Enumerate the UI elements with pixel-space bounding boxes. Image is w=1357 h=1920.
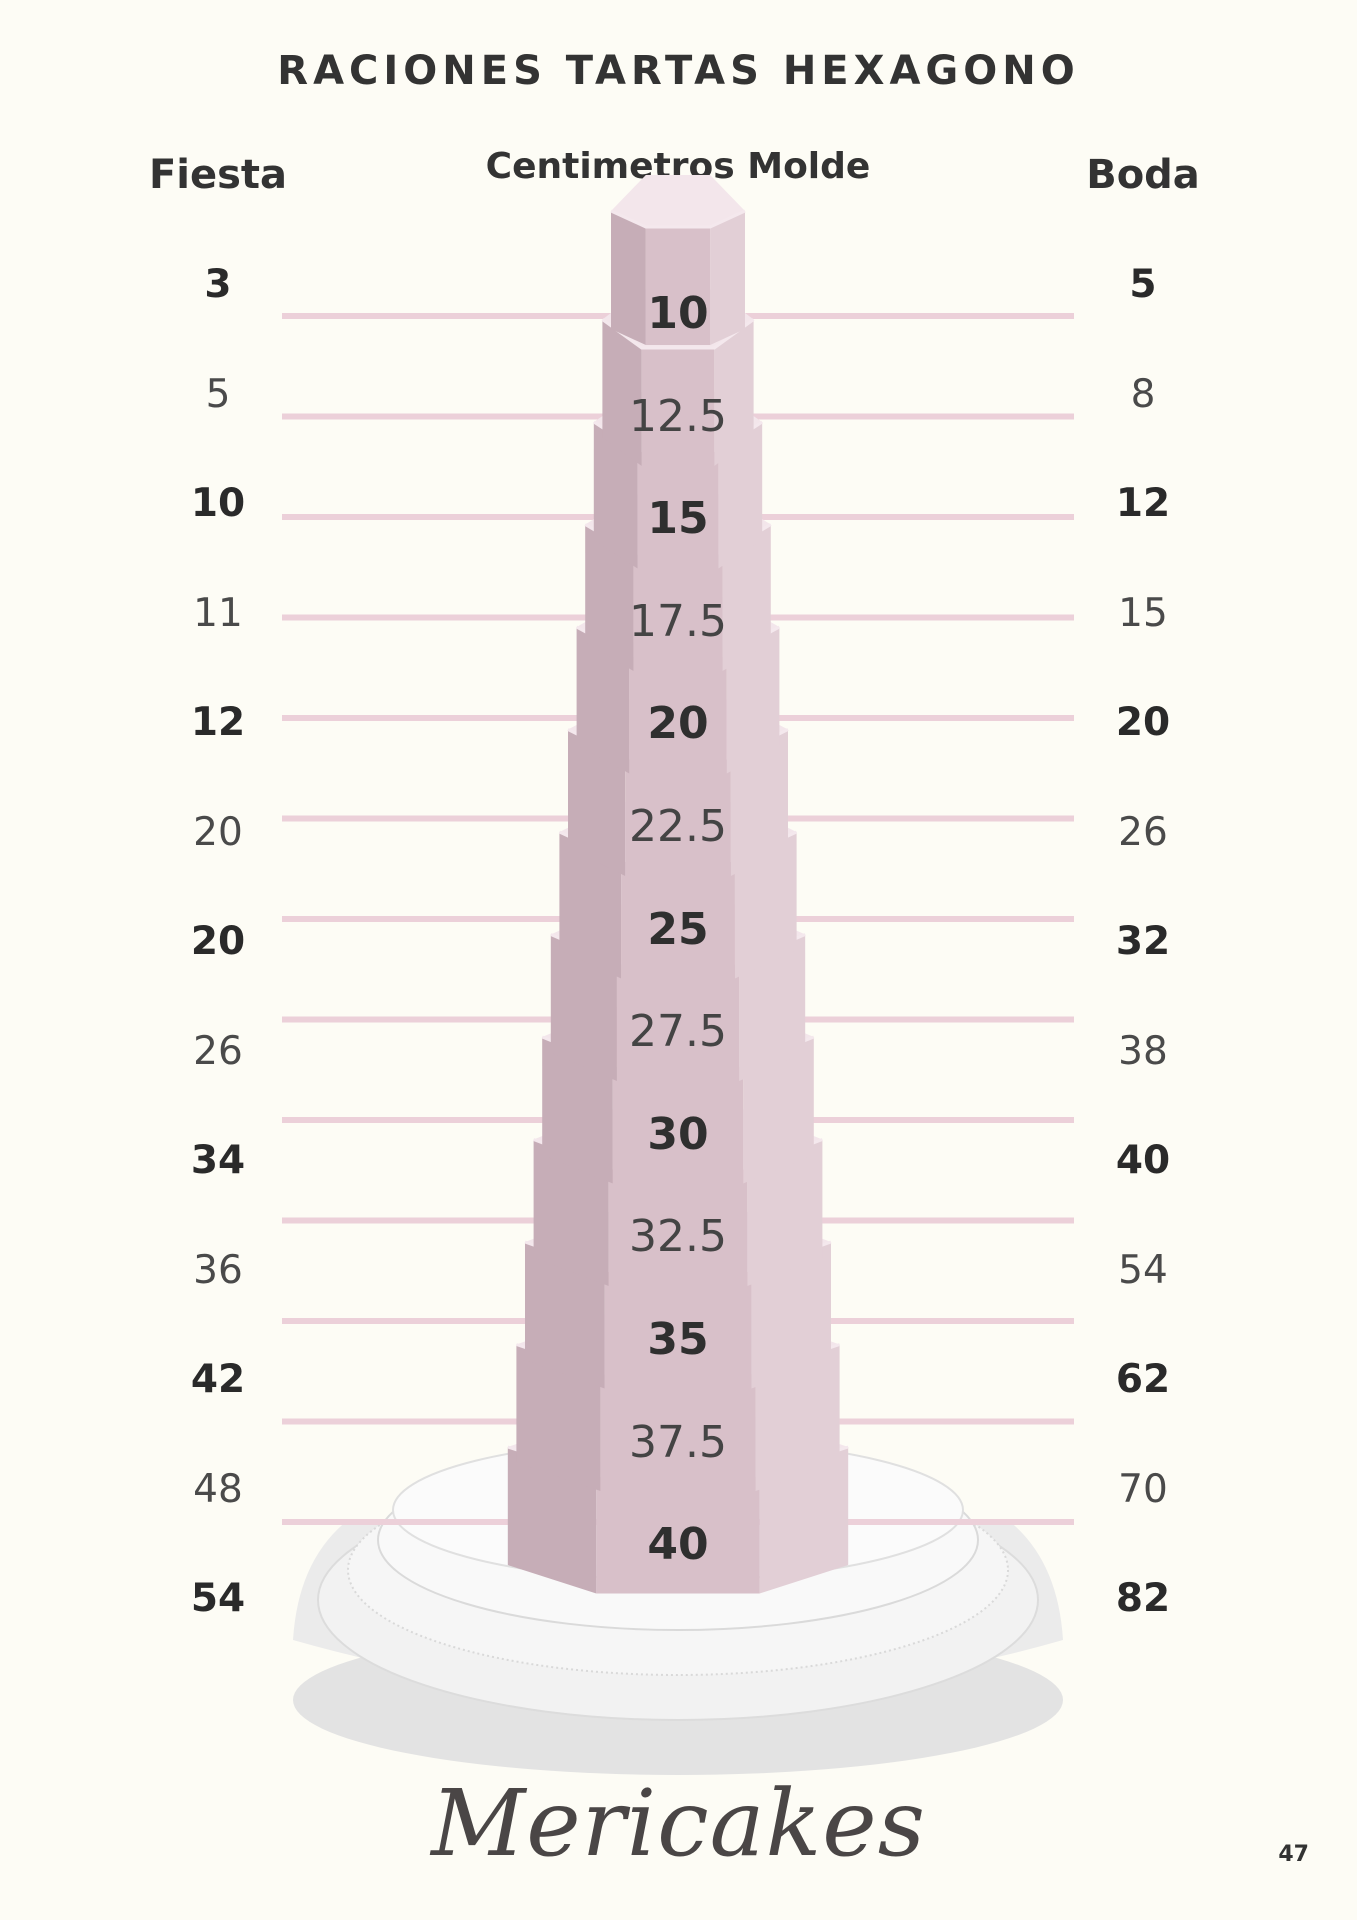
boda-servings: 38: [1118, 1028, 1168, 1074]
boda-servings: 40: [1115, 1138, 1171, 1183]
fiesta-servings: 48: [193, 1466, 243, 1512]
tier-front-face: [629, 655, 727, 774]
cake-tiers: [507, 175, 849, 1594]
fiesta-servings: 10: [190, 481, 246, 526]
mold-size-label: 37.5: [629, 1416, 727, 1468]
tier-front-face: [600, 1373, 756, 1491]
boda-servings: 32: [1115, 919, 1171, 964]
tier-right-face: [730, 729, 788, 876]
tier-front-face: [637, 450, 719, 569]
fiesta-servings: 5: [205, 371, 231, 417]
page-title: RACIONES TARTAS HEXAGONO: [277, 48, 1080, 94]
boda-header: Boda: [1086, 152, 1200, 198]
fiesta-servings: 12: [190, 700, 246, 745]
tier-left-face: [550, 934, 617, 1081]
tier-left-face: [593, 422, 638, 569]
boda-servings: 62: [1115, 1357, 1171, 1402]
tier-right-face: [734, 832, 797, 979]
tier-front-face: [604, 1270, 752, 1389]
mold-size-label: 10: [647, 288, 709, 339]
tier-front-face: [596, 1475, 760, 1594]
boda-servings: 70: [1118, 1466, 1168, 1512]
mold-size-label: 17.5: [629, 595, 727, 647]
tier-left-face: [516, 1344, 601, 1491]
tier-left-face: [507, 1447, 597, 1594]
tier-left-face: [585, 524, 634, 671]
boda-servings: 12: [1115, 481, 1171, 526]
tier-right-face: [726, 627, 780, 774]
tier-left-face: [525, 1242, 605, 1389]
tier-front-face: [608, 1168, 748, 1286]
fiesta-servings: 20: [193, 809, 243, 855]
fiesta-servings: 20: [190, 919, 246, 964]
mold-size-label: 12.5: [629, 390, 727, 442]
fiesta-servings: 54: [190, 1576, 246, 1621]
fiesta-servings: 3: [204, 262, 232, 307]
boda-servings: 15: [1118, 590, 1168, 636]
boda-servings: 5: [1129, 262, 1157, 307]
mold-size-label: 20: [647, 698, 709, 750]
fiesta-servings: 36: [193, 1247, 243, 1293]
fiesta-servings: 11: [193, 590, 243, 636]
mold-size-label: 15: [647, 493, 709, 545]
tier-right-face: [714, 319, 754, 466]
tier-front-face: [641, 348, 715, 466]
tier-top-face: [611, 175, 745, 227]
tier-front-face: [645, 227, 711, 345]
mericakes-logo: Mericakes: [431, 1770, 926, 1877]
tier-left-face: [559, 832, 622, 979]
mold-size-label: 35: [647, 1314, 709, 1365]
tier-left-face: [602, 319, 642, 466]
tier-left-face: [611, 211, 646, 345]
tier-front-face: [621, 860, 735, 979]
tier-right-face: [747, 1139, 823, 1286]
boda-servings: 54: [1118, 1247, 1168, 1293]
cake-tier: [610, 175, 746, 345]
tier-front-face: [633, 553, 723, 671]
fiesta-servings: 26: [193, 1028, 243, 1074]
tier-left-face: [576, 627, 630, 774]
boda-servings: 20: [1115, 700, 1171, 745]
tier-right-face: [739, 934, 806, 1081]
tier-left-face: [533, 1139, 609, 1286]
tier-front-face: [616, 963, 740, 1081]
tier-right-face: [722, 524, 771, 671]
tier-right-face: [710, 211, 745, 345]
page-number: 47: [1278, 1842, 1309, 1867]
tier-edge: [610, 209, 746, 229]
tier-left-face: [568, 729, 626, 876]
mold-size-label: 40: [647, 1519, 709, 1571]
tier-front-face: [625, 758, 731, 876]
fiesta-servings: 42: [190, 1357, 246, 1402]
mold-size-label: 27.5: [629, 1006, 727, 1058]
tier-right-face: [755, 1344, 840, 1491]
mold-size-label: 25: [647, 903, 709, 955]
tier-right-face: [751, 1242, 831, 1389]
boda-servings: 26: [1118, 809, 1168, 855]
boda-servings: 82: [1115, 1576, 1171, 1621]
mold-size-label: 30: [647, 1108, 709, 1160]
tier-right-face: [718, 422, 763, 569]
mold-size-label: 32.5: [629, 1211, 727, 1263]
tier-right-face: [743, 1037, 814, 1184]
tier-right-face: [759, 1447, 849, 1594]
tier-left-face: [542, 1037, 613, 1184]
fiesta-servings: 34: [190, 1138, 246, 1183]
tier-front-face: [612, 1065, 744, 1184]
mold-size-label: 22.5: [629, 801, 727, 852]
fiesta-header: Fiesta: [148, 152, 288, 198]
boda-servings: 8: [1130, 371, 1156, 417]
